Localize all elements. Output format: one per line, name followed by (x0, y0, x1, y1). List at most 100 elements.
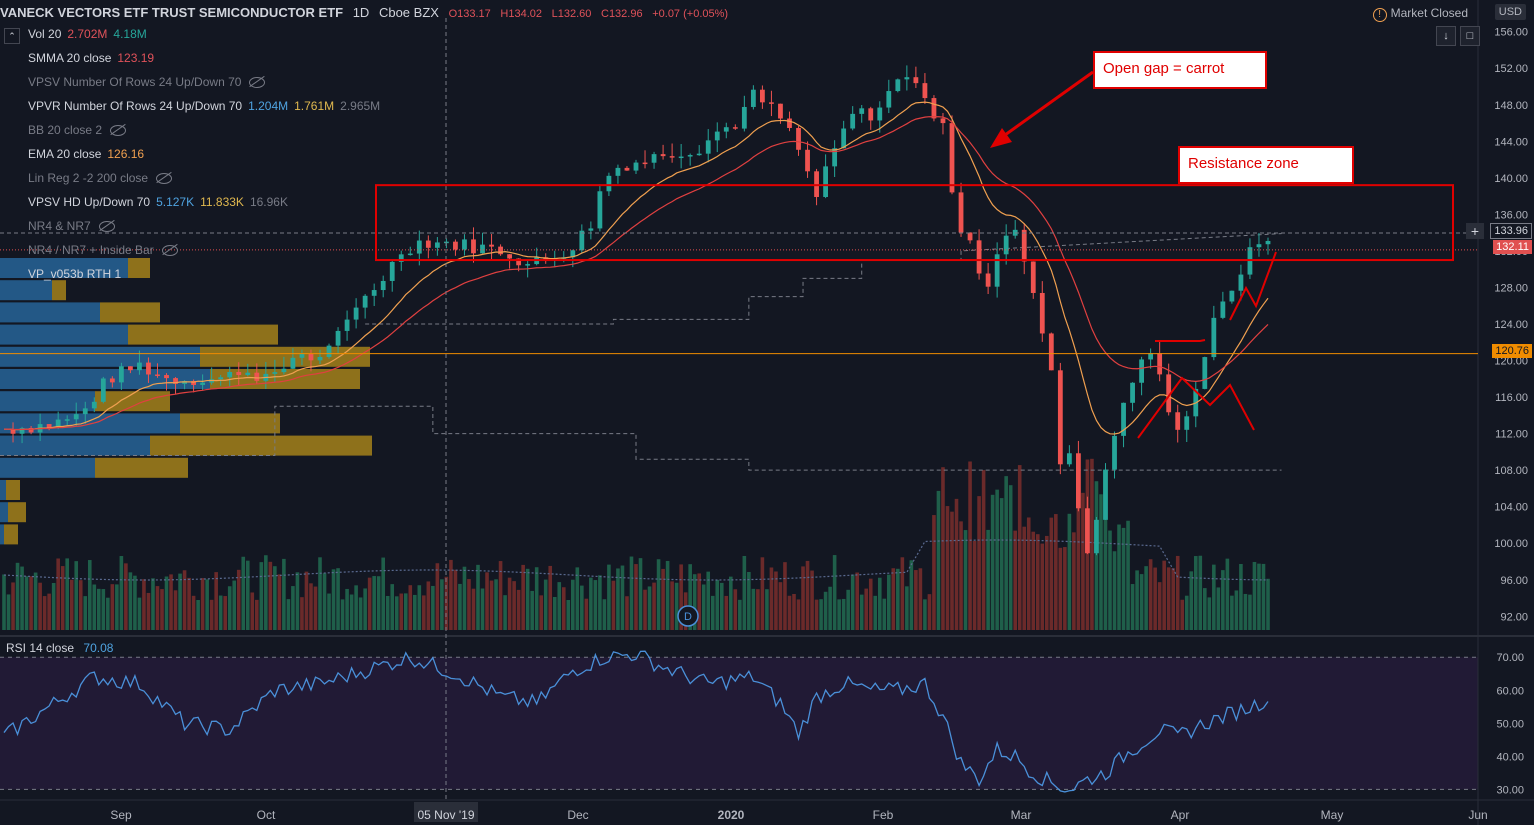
time-tick-label: 05 Nov '19 (418, 808, 475, 822)
volume-bar (1049, 517, 1054, 630)
resistance-annotation: Resistance zone (1178, 146, 1354, 184)
volume-bar (286, 599, 291, 630)
volume-bar (42, 596, 47, 630)
volume-bar (1103, 476, 1108, 630)
candle-body (1112, 435, 1117, 470)
indicator-row[interactable]: NR4 / NR7 + Inside Bar (28, 242, 178, 258)
volume-bar (1022, 526, 1027, 630)
volume-profile-down (128, 258, 150, 278)
resistance-zone-box (375, 184, 1454, 262)
hidden-eye-icon[interactable] (161, 245, 178, 257)
volume-bar (914, 570, 918, 630)
candle-body (227, 371, 233, 378)
volume-bar (950, 511, 954, 630)
maximize-button[interactable]: □ (1460, 26, 1480, 46)
volume-bar (837, 599, 841, 630)
rsi-label[interactable]: RSI 14 close (6, 641, 75, 655)
indicator-row[interactable]: BB 20 close 2 (28, 122, 127, 138)
volume-bar (900, 557, 905, 630)
volume-bar (968, 461, 972, 630)
hidden-eye-icon[interactable] (249, 77, 266, 89)
volume-bar (160, 589, 164, 630)
candle-body (1030, 261, 1036, 293)
volume-bar (1126, 520, 1130, 630)
rsi-value: 70.08 (83, 641, 114, 655)
symbol-title[interactable]: VANECK VECTORS ETF TRUST SEMICONDUCTOR E… (0, 5, 344, 20)
volume-bar (69, 579, 74, 630)
time-tick-label: Dec (567, 808, 588, 822)
volume-bar (65, 558, 69, 630)
candle-body (732, 127, 738, 129)
volume-bar (670, 581, 674, 630)
scroll-down-button[interactable]: ↓ (1436, 26, 1456, 46)
volume-bar (440, 579, 444, 630)
indicator-row[interactable]: Vol 20 2.702M 4.18M (28, 26, 147, 42)
volume-bar (855, 572, 859, 630)
candle-body (1202, 357, 1208, 389)
volume-bar (300, 597, 304, 630)
candle-body (579, 230, 585, 251)
volume-bar (403, 593, 408, 630)
volume-bar (331, 569, 336, 630)
volume-profile-up (0, 435, 150, 456)
indicator-row[interactable]: NR4 & NR7 (28, 218, 115, 234)
hidden-eye-icon[interactable] (98, 221, 115, 233)
indicator-row[interactable]: EMA 20 close 126.16 (28, 146, 144, 162)
candle-body (525, 264, 531, 266)
volume-bar (521, 564, 525, 630)
hidden-eye-icon[interactable] (156, 173, 173, 185)
candle-body (1238, 274, 1244, 291)
indicator-row[interactable]: VPSV Number Of Rows 24 Up/Down 70 (28, 74, 266, 90)
volume-bar (1099, 494, 1103, 630)
indicator-name: SMMA 20 close (28, 51, 112, 65)
interval-label[interactable]: 1D (352, 5, 370, 20)
hidden-eye-icon[interactable] (110, 125, 127, 137)
indicator-row[interactable]: SMMA 20 close 123.19 (28, 50, 154, 66)
volume-bar (765, 589, 769, 630)
candle-body (859, 108, 865, 114)
volume-bar (602, 599, 607, 630)
volume-bar (909, 560, 914, 630)
volume-bar (1198, 555, 1203, 630)
price-tick-label: 100.00 (1494, 538, 1528, 550)
volume-bar (92, 584, 97, 630)
collapse-legend-button[interactable]: ⌃ (4, 28, 20, 44)
indicator-row[interactable]: VPSV HD Up/Down 70 5.127K 11.833K 16.96K (28, 194, 288, 210)
volume-bar (318, 557, 322, 630)
volume-bar (200, 578, 205, 630)
volume-bar (394, 596, 399, 630)
candle-body (669, 156, 675, 158)
volume-bar (747, 571, 751, 630)
candle-body (371, 290, 377, 296)
indicator-row[interactable]: VP_v053b RTH 1 (28, 266, 121, 282)
volume-bar (29, 576, 33, 630)
poc-step-line-low (0, 405, 1282, 471)
volume-bar (83, 596, 88, 630)
add-alert-button[interactable]: + (1466, 223, 1484, 239)
candle-body (118, 366, 124, 383)
volume-bar (552, 596, 557, 630)
candle-body (1148, 353, 1154, 360)
indicator-row[interactable]: VPVR Number Of Rows 24 Up/Down 70 1.204M 1… (28, 98, 380, 114)
volume-bar (354, 585, 358, 630)
candle-body (678, 156, 684, 159)
currency-badge[interactable]: USD (1494, 4, 1526, 20)
volume-bar (1139, 574, 1144, 630)
poc-step-line-high (365, 233, 1282, 325)
volume-bar (336, 568, 340, 630)
volume-bar (435, 563, 440, 630)
volume-bar (941, 467, 945, 630)
candle-body (1184, 416, 1190, 430)
indicator-value: 1.204M (248, 99, 289, 113)
candle-body (588, 228, 594, 231)
candle-body (272, 372, 278, 374)
volume-bar (422, 595, 426, 630)
volume-bar (530, 590, 534, 630)
gap-arrow-head (990, 128, 1012, 148)
indicator-row[interactable]: Lin Reg 2 -2 200 close (28, 170, 173, 186)
candle-body (317, 356, 323, 361)
volume-bar (101, 589, 106, 630)
volume-bar (896, 568, 900, 630)
volume-bar (187, 577, 191, 630)
